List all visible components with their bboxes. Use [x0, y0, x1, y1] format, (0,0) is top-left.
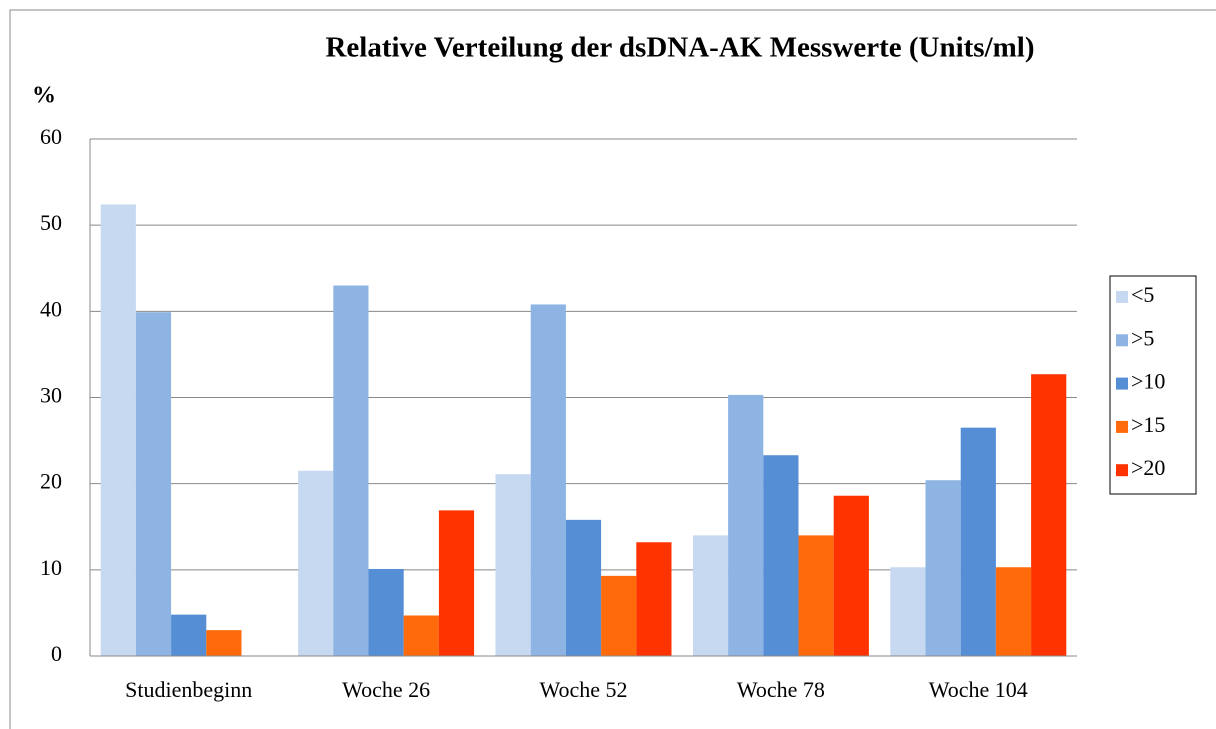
y-axis-label: %: [32, 83, 56, 109]
legend-label: <5: [1131, 282, 1154, 307]
x-tick-label: Woche 26: [342, 677, 430, 702]
x-tick-label: Woche 52: [539, 677, 627, 702]
bar: [890, 567, 926, 656]
y-tick-label: 30: [40, 383, 62, 408]
bar: [206, 630, 242, 656]
y-tick-label: 40: [40, 296, 62, 321]
y-tick-label: 20: [40, 469, 62, 494]
bar: [728, 394, 764, 656]
y-tick-label: 0: [51, 641, 62, 666]
x-tick-label: Woche 78: [737, 677, 825, 702]
bar: [135, 312, 172, 656]
bar: [438, 510, 475, 656]
bar: [995, 567, 1032, 656]
bar: [530, 304, 566, 656]
bar: [333, 285, 369, 656]
bar: [960, 427, 996, 656]
bar: [495, 474, 531, 656]
bar: [833, 495, 869, 656]
legend-swatch: [1116, 464, 1128, 477]
legend-label: >15: [1131, 412, 1165, 437]
bar: [925, 480, 961, 656]
x-tick-label: Studienbeginn: [125, 677, 252, 702]
legend-swatch: [1116, 420, 1128, 433]
bar: [100, 204, 136, 656]
bar: [565, 519, 602, 656]
bar: [1031, 374, 1067, 656]
legend-swatch: [1116, 291, 1128, 303]
bar: [601, 575, 637, 656]
chart-title: Relative Verteilung der dsDNA-AK Messwer…: [325, 32, 1034, 64]
legend-swatch: [1116, 377, 1128, 390]
legend-label: >20: [1131, 455, 1165, 480]
x-tick-label: Woche 104: [929, 677, 1028, 702]
bar: [692, 535, 729, 656]
legend-label: >10: [1131, 369, 1165, 394]
bar: [636, 542, 672, 656]
bar: [171, 614, 207, 656]
bar: [798, 535, 834, 656]
y-tick-label: 60: [40, 124, 62, 149]
y-tick-label: 50: [40, 210, 62, 235]
bar: [368, 568, 404, 656]
bar: [403, 615, 439, 656]
bar: [298, 470, 334, 656]
y-tick-label: 10: [40, 555, 62, 580]
legend-swatch: [1116, 334, 1128, 347]
chart-frame: [9, 9, 1216, 729]
legend-label: >5: [1131, 325, 1154, 350]
bar: [763, 455, 799, 656]
